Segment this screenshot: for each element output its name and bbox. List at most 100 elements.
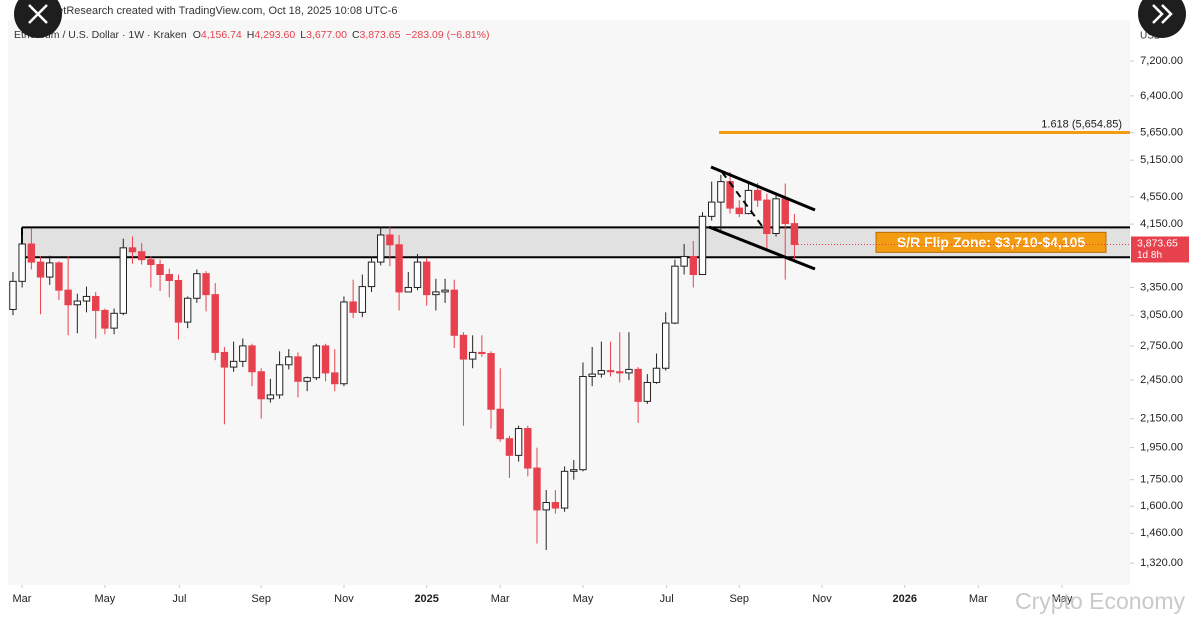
- candle-body: [698, 215, 707, 276]
- x-tick-label: Sep: [251, 593, 271, 605]
- close-button[interactable]: [14, 0, 62, 38]
- candle-body: [340, 301, 348, 385]
- candle-body: [312, 345, 321, 379]
- candle-body: [514, 428, 523, 456]
- candle-body: [358, 286, 367, 313]
- x-tick-label: May: [573, 593, 594, 605]
- symbol-name: Ethereum / U.S. Dollar · 1W · Kraken: [14, 29, 187, 41]
- candle-body: [689, 255, 697, 276]
- candle-body: [156, 264, 164, 276]
- legend-change: −283.09 (−6.81%): [405, 29, 489, 41]
- currency: USD: [1140, 31, 1161, 42]
- sr-zone-label-bg: [875, 231, 1107, 253]
- y-tick-label: 3,350.00: [1140, 281, 1183, 293]
- candle-body: [395, 244, 403, 293]
- candle-body: [165, 274, 173, 281]
- channel-lower: [708, 225, 816, 271]
- candle-body: [303, 377, 311, 382]
- candle-body: [606, 370, 615, 373]
- candle-body: [468, 351, 477, 360]
- legend-key: H: [247, 29, 255, 41]
- candle-body: [110, 312, 118, 329]
- legend-key: O: [193, 29, 201, 41]
- candle-body: [643, 382, 652, 402]
- candle-body: [174, 279, 183, 323]
- candle-body: [744, 189, 753, 215]
- countdown-label: 1d 8h: [1137, 250, 1162, 261]
- candle-body: [367, 261, 376, 288]
- candle-body: [294, 356, 302, 382]
- x-tick-label: Jul: [660, 593, 674, 605]
- header: rketResearch created with TradingView.co…: [48, 5, 398, 17]
- plot-background: [8, 20, 1130, 585]
- channel-upper: [710, 165, 816, 212]
- candle-body: [128, 247, 137, 253]
- candle-body: [137, 251, 146, 261]
- candle-body: [459, 334, 468, 360]
- candle-body: [570, 469, 578, 472]
- candle-body: [533, 467, 541, 511]
- y-tick-label: 5,150.00: [1140, 154, 1183, 166]
- candle-body: [717, 181, 725, 203]
- candle-body: [101, 309, 109, 329]
- legend-value: 3,873.65: [360, 29, 401, 41]
- candle-body: [386, 234, 394, 246]
- candle-body: [331, 372, 339, 385]
- candle-body: [18, 243, 26, 282]
- y-tick-label: 7,200.00: [1140, 55, 1183, 67]
- fib-label: 1.618 (5,654.85): [1041, 118, 1122, 130]
- next-button[interactable]: [1138, 0, 1186, 38]
- candle-body: [9, 280, 17, 310]
- last-price-label: 3,873.65: [1137, 237, 1178, 249]
- candle-body: [781, 198, 789, 225]
- candle-body: [229, 360, 238, 368]
- candle-body: [27, 243, 36, 263]
- candle-body: [285, 356, 293, 366]
- x-tick-label: Mar: [12, 593, 31, 605]
- candle-body: [753, 189, 762, 201]
- candle-body: [349, 301, 357, 313]
- sr-zone-label: S/R Flip Zone: $3,710-$4,105: [897, 234, 1086, 250]
- candle-body: [588, 373, 596, 377]
- candle-body: [763, 199, 771, 235]
- candle-body: [202, 273, 210, 296]
- candle-body: [597, 370, 606, 375]
- y-tick-label: 6,400.00: [1140, 90, 1183, 102]
- legend-value: 3,677.00: [306, 29, 347, 41]
- candle-body: [625, 368, 633, 374]
- candle-body: [772, 198, 780, 235]
- candle-body: [478, 351, 486, 355]
- candle-body: [211, 294, 219, 353]
- legend-key: L: [300, 29, 306, 41]
- y-tick-label: 2,450.00: [1140, 374, 1183, 386]
- symbol: Ethereum / U.S. Dollar · 1W · Kraken O4,1…: [14, 29, 489, 41]
- last-price-tag: [1131, 236, 1189, 263]
- candle-body: [321, 345, 330, 374]
- candle-body: [524, 428, 532, 469]
- candle-body: [248, 345, 256, 373]
- x-tick-label: May: [1052, 593, 1073, 605]
- y-tick-label: 4,550.00: [1140, 191, 1183, 203]
- candle-body: [662, 322, 670, 369]
- candle-body: [634, 368, 642, 402]
- candle-body: [413, 261, 422, 288]
- candle-body: [266, 394, 275, 400]
- candle-body: [496, 408, 504, 440]
- candle-body: [239, 345, 247, 362]
- y-tick-label: 1,600.00: [1140, 500, 1183, 512]
- candle-body: [579, 375, 587, 471]
- legend-key: C: [352, 29, 360, 41]
- candle-body: [450, 289, 458, 336]
- legend-value: 4,293.60: [254, 29, 295, 41]
- candle-body: [560, 470, 569, 509]
- candle-body: [119, 247, 127, 314]
- candle-body: [652, 367, 661, 384]
- x-tick-label: Mar: [969, 593, 988, 605]
- x-tick-label: Nov: [812, 593, 832, 605]
- candle-body: [55, 262, 63, 291]
- x-tick-label: 2026: [893, 593, 917, 605]
- candle-body: [441, 289, 449, 293]
- y-tick-label: 2,750.00: [1140, 340, 1183, 352]
- candle-body: [422, 261, 431, 296]
